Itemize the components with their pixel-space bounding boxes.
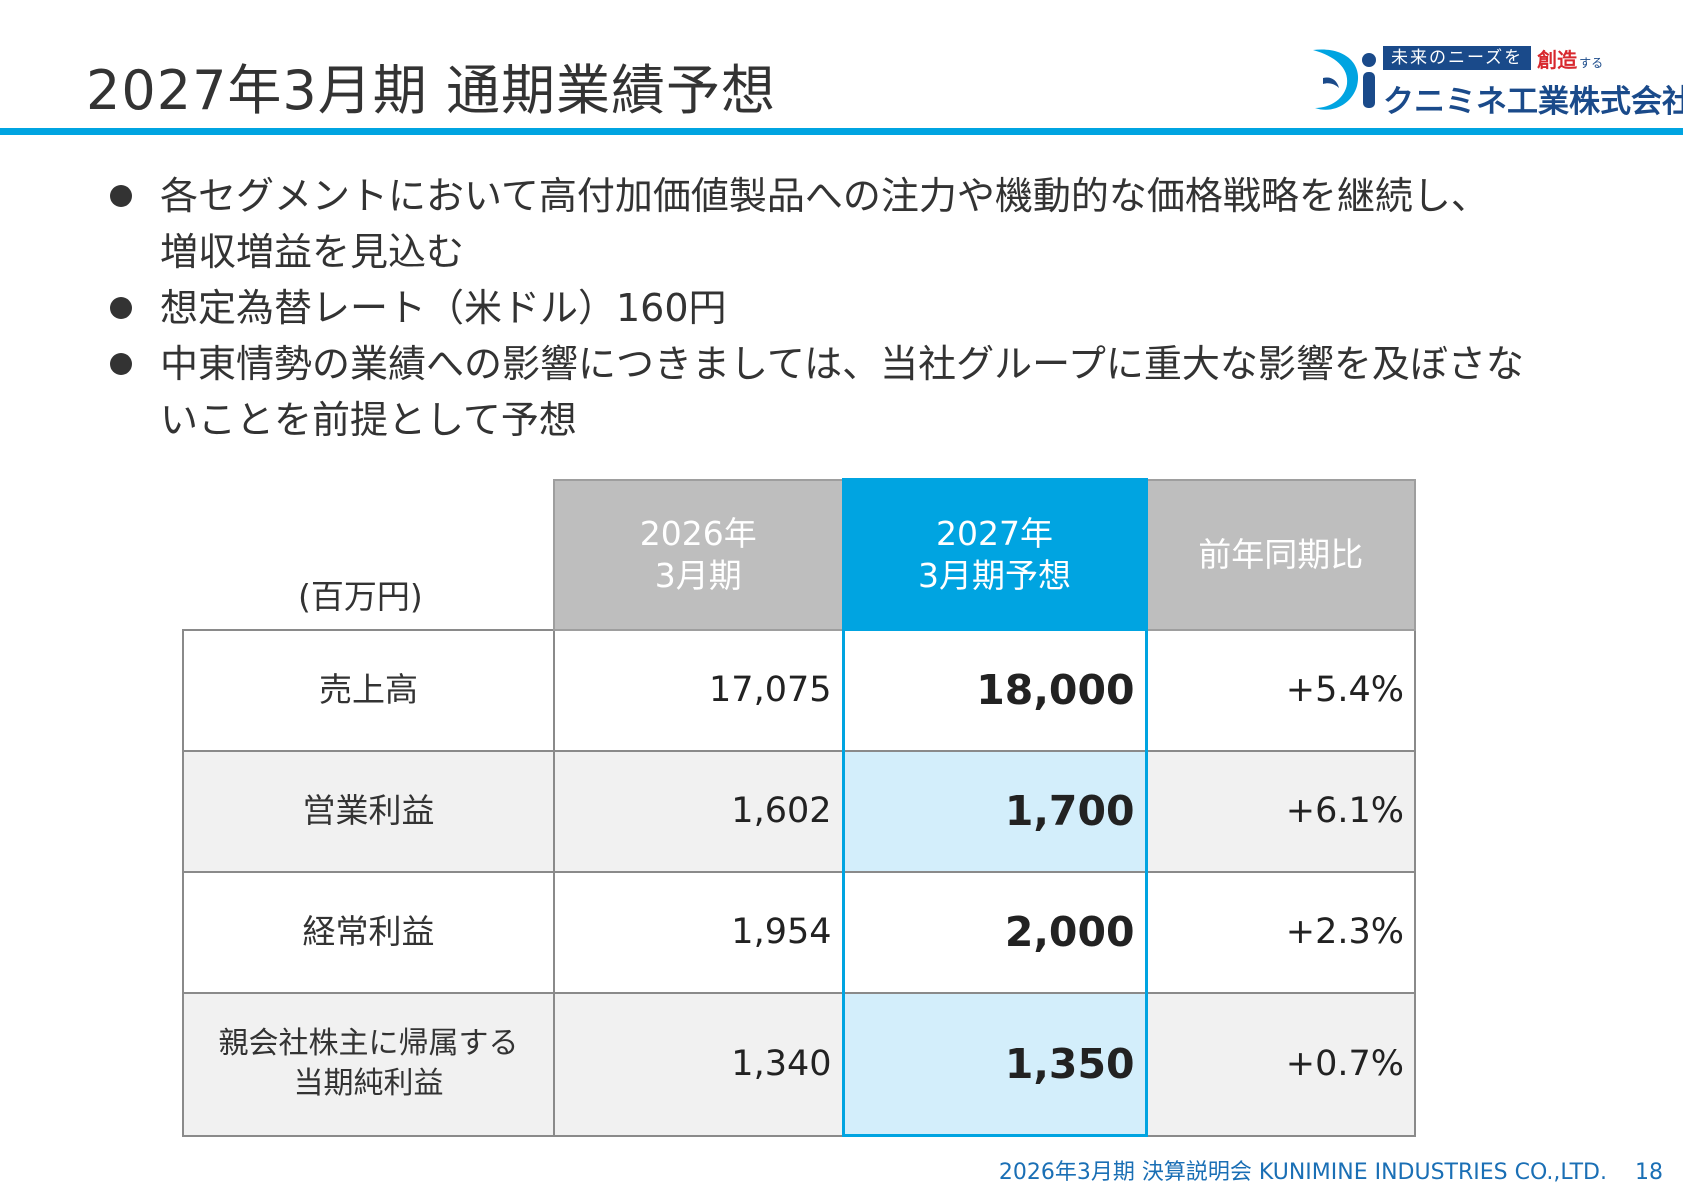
- header-prev-year: 2026年 3月期: [553, 478, 844, 631]
- table-row: 親会社株主に帰属する 当期純利益 1,340 1,350 +0.7%: [182, 991, 1416, 1137]
- row-label: 経常利益: [182, 870, 555, 994]
- bullet-dot-icon: [110, 185, 132, 207]
- row-label-line2: 当期純利益: [293, 1066, 444, 1101]
- table-unit-label: (百万円): [298, 577, 423, 616]
- logo-tagline-box: 未来のニーズを: [1383, 46, 1532, 70]
- row-label: 売上高: [182, 628, 555, 752]
- table-row: 経常利益 1,954 2,000 +2.3%: [182, 870, 1416, 994]
- bullet-item: 想定為替レート（米ドル）160円: [104, 280, 1624, 336]
- page-title: 2027年3月期 通期業績予想: [86, 59, 776, 122]
- header-yoy: 前年同期比: [1145, 478, 1416, 631]
- table-header-blank: [183, 480, 554, 630]
- forecast-value: 1,350: [841, 991, 1148, 1137]
- prev-value: 17,075: [553, 628, 844, 752]
- bullet-text-line: いことを前提として予想: [160, 398, 577, 442]
- row-label: 営業利益: [182, 749, 555, 873]
- yoy-value: +5.4%: [1145, 628, 1416, 752]
- header-divider: [0, 128, 1683, 135]
- bullet-text-line: 中東情勢の業績への影響につきましては、当社グループに重大な影響を及ぼさな: [160, 342, 1524, 386]
- yoy-value: +2.3%: [1145, 870, 1416, 994]
- forecast-table: 2026年 3月期 2027年 3月期予想 前年同期比 売上高 17,075 1…: [182, 478, 1416, 1137]
- logo-tagline-small: する: [1579, 55, 1604, 70]
- row-label-line1: 親会社株主に帰属する: [218, 1026, 519, 1061]
- logo-company-name: クニミネ工業株式会社: [1383, 84, 1683, 120]
- header-forecast-line2: 3月期予想: [918, 555, 1071, 595]
- yoy-value: +6.1%: [1145, 749, 1416, 873]
- table-row: 営業利益 1,602 1,700 +6.1%: [182, 749, 1416, 873]
- forecast-value: 18,000: [841, 628, 1148, 752]
- header-forecast-line1: 2027年: [936, 513, 1053, 553]
- header-prev-year-line1: 2026年: [639, 513, 757, 553]
- logo-mark-icon: [1313, 49, 1376, 110]
- header-prev-year-line2: 3月期: [654, 555, 742, 595]
- forecast-value: 1,700: [841, 749, 1148, 873]
- logo-tagline: 未来のニーズを 創造 する: [1383, 46, 1604, 72]
- footer: 2026年3月期 決算説明会 KUNIMINE INDUSTRIES CO.,L…: [999, 1154, 1663, 1186]
- forecast-value: 2,000: [841, 870, 1148, 994]
- bullet-item: 各セグメントにおいて高付加価値製品への注力や機動的な価格戦略を継続し、 増収増益…: [104, 168, 1624, 280]
- table-header-row: 2026年 3月期 2027年 3月期予想 前年同期比: [183, 478, 1416, 631]
- bullet-dot-icon: [110, 297, 132, 319]
- bullet-list: 各セグメントにおいて高付加価値製品への注力や機動的な価格戦略を継続し、 増収増益…: [104, 168, 1624, 448]
- prev-value: 1,954: [553, 870, 844, 994]
- footer-text: 2026年3月期 決算説明会 KUNIMINE INDUSTRIES CO.,L…: [998, 1160, 1607, 1185]
- yoy-value: +0.7%: [1145, 991, 1416, 1137]
- bullet-dot-icon: [110, 353, 132, 375]
- bullet-item: 中東情勢の業績への影響につきましては、当社グループに重大な影響を及ぼさな いこと…: [104, 336, 1624, 448]
- logo-tagline-red: 創造: [1537, 47, 1578, 72]
- prev-value: 1,602: [553, 749, 844, 873]
- bullet-text-line: 増収増益を見込む: [160, 230, 465, 274]
- company-logo: 未来のニーズを 創造 する クニミネ工業株式会社: [1305, 42, 1683, 120]
- page-number: 18: [1635, 1160, 1663, 1185]
- row-label: 親会社株主に帰属する 当期純利益: [182, 991, 555, 1137]
- bullet-text-line: 想定為替レート（米ドル）160円: [160, 286, 727, 330]
- bullet-text-line: 各セグメントにおいて高付加価値製品への注力や機動的な価格戦略を継続し、: [160, 174, 1489, 218]
- table-row: 売上高 17,075 18,000 +5.4%: [182, 628, 1416, 752]
- header-forecast: 2027年 3月期予想: [841, 478, 1148, 631]
- prev-value: 1,340: [553, 991, 844, 1137]
